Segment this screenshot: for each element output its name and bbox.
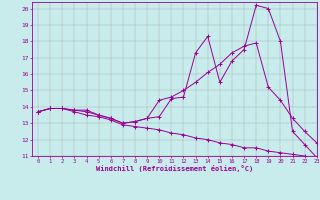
X-axis label: Windchill (Refroidissement éolien,°C): Windchill (Refroidissement éolien,°C)	[96, 165, 253, 172]
